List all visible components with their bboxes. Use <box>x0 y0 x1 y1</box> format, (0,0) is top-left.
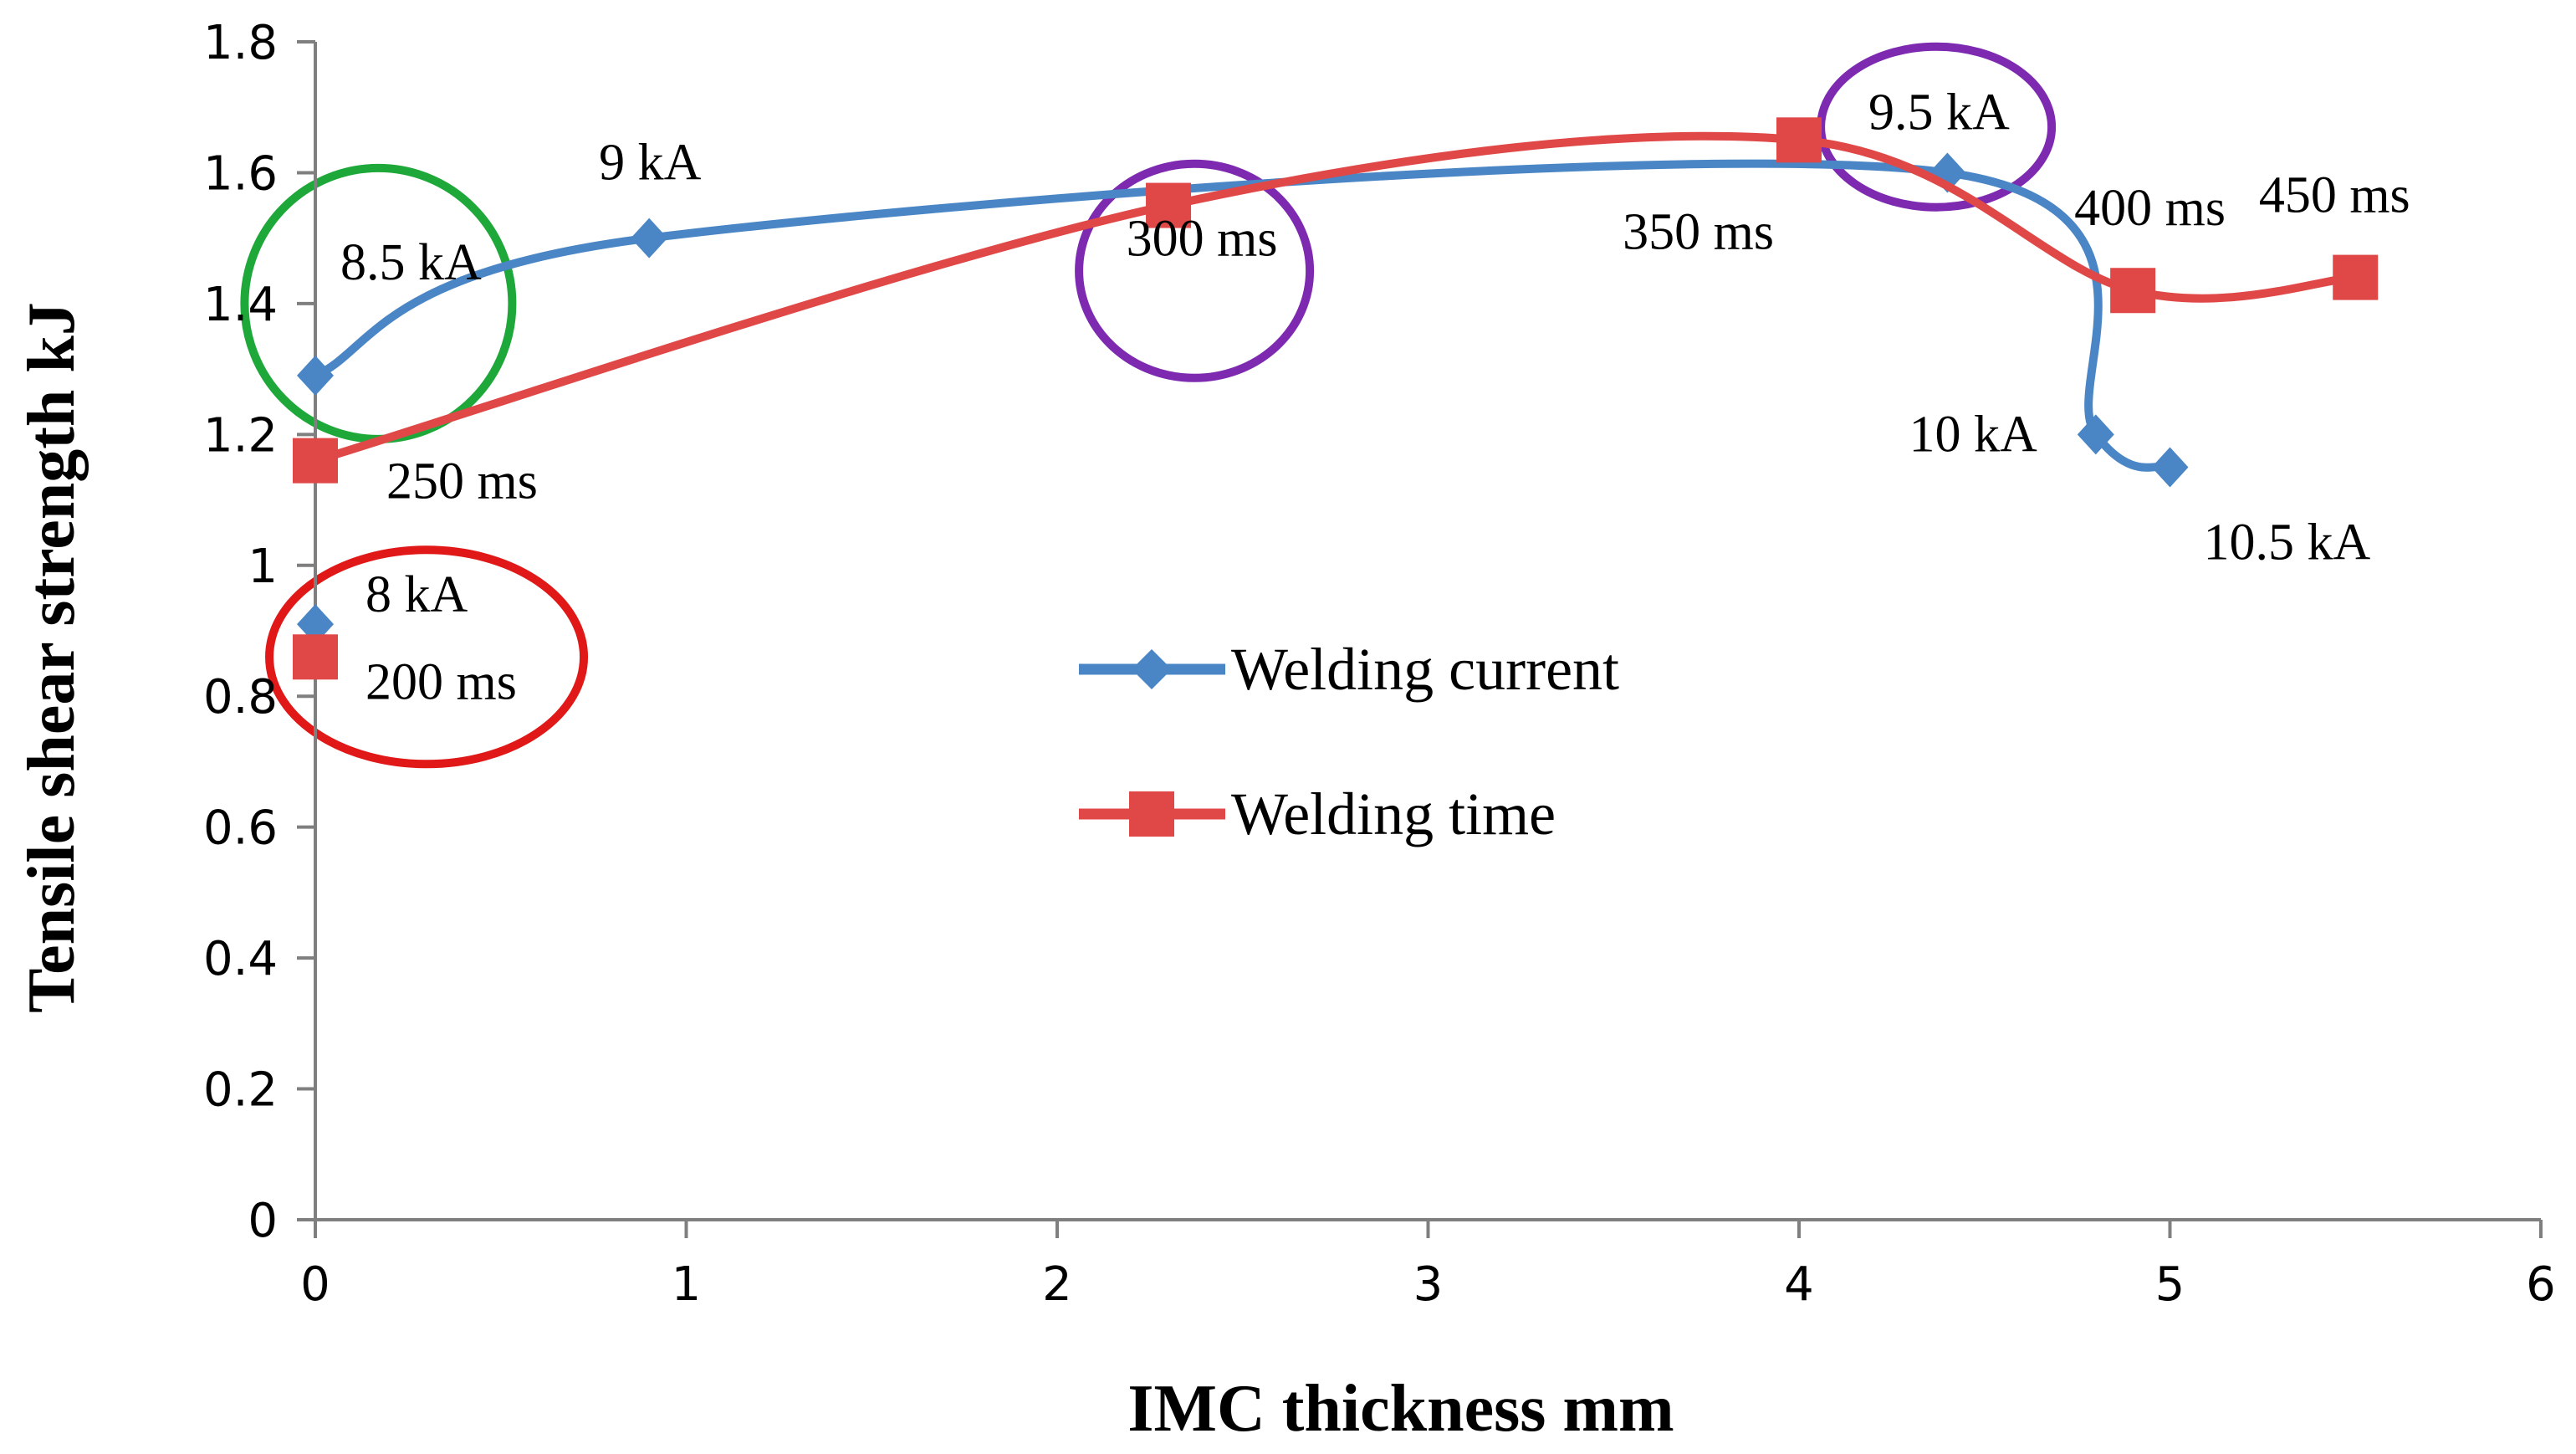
series-line-welding-current <box>311 159 2175 472</box>
y-tick-label: 0 <box>248 1194 278 1248</box>
x-axis-title: IMC thickness mm <box>1127 1372 1674 1446</box>
y-tick-label: 1.2 <box>203 408 278 463</box>
data-point-welding-time-350-ms <box>1776 117 1822 163</box>
data-point-welding-current-10-ka <box>2077 414 2114 455</box>
data-label-250-ms: 250 ms <box>386 453 538 510</box>
data-label-10-ka: 10 kA <box>1909 406 2038 463</box>
data-label-300-ms: 300 ms <box>1127 211 1278 268</box>
y-tick-label: 1.8 <box>203 16 278 70</box>
data-label-450-ms: 450 ms <box>2259 167 2410 224</box>
y-tick-label: 0.6 <box>203 801 278 856</box>
data-labels: 8 kA 8.5 kA 9 kA 9.5 kA 10 kA 10.5 kA 200 ms 25… <box>340 84 2410 710</box>
legend-marker-welding-time <box>1129 791 1174 837</box>
x-tick-label: 4 <box>1784 1257 1814 1312</box>
data-point-welding-current-8-5-ka <box>297 355 334 396</box>
y-tick-label: 1.4 <box>203 278 278 332</box>
data-point-welding-time-300-ms <box>1146 182 1192 228</box>
x-tick-label: 1 <box>672 1257 702 1312</box>
x-tick-label: 5 <box>2155 1257 2185 1312</box>
data-label-9-5-ka: 9.5 kA <box>1868 84 2010 141</box>
data-point-welding-time-200-ms <box>293 634 338 680</box>
data-label-400-ms: 400 ms <box>2074 180 2226 237</box>
y-tick-label: 0.2 <box>203 1063 278 1118</box>
legend-marker-welding-current <box>1132 649 1172 689</box>
x-tick-label: 6 <box>2526 1257 2556 1312</box>
data-point-welding-time-400-ms <box>2110 268 2156 314</box>
data-point-welding-time-450-ms <box>2333 254 2379 300</box>
data-label-10-5-ka: 10.5 kA <box>2204 514 2371 571</box>
x-tick-label: 0 <box>300 1257 330 1312</box>
y-tick-label: 0.4 <box>203 932 278 986</box>
legend-label-welding-current: Welding current <box>1231 636 1619 703</box>
data-label-9-ka: 9 kA <box>599 135 702 192</box>
x-tick-label: 2 <box>1042 1257 1072 1312</box>
data-label-8-5-ka: 8.5 kA <box>340 234 482 291</box>
annotation-circle <box>265 545 589 769</box>
annotation-circle <box>240 163 517 443</box>
y-tick-label: 1 <box>248 540 278 594</box>
y-tick-label: 0.8 <box>203 670 278 724</box>
annotation-circle <box>1075 159 1315 382</box>
series-group <box>293 117 2379 680</box>
legend-label-welding-time: Welding time <box>1231 781 1556 847</box>
data-point-welding-current-10-5-ka <box>2151 447 2189 488</box>
x-tick-label: 3 <box>1413 1257 1444 1312</box>
data-point-welding-current-9-ka <box>631 218 668 259</box>
legend: Welding current Welding time <box>1079 636 1619 847</box>
data-point-welding-current-8-ka <box>297 604 334 645</box>
data-point-welding-time-250-ms <box>293 438 338 484</box>
data-label-200-ms: 200 ms <box>365 653 517 710</box>
y-axis-title: Tensile shear strength kJ <box>15 302 89 1013</box>
y-tick-label: 1.6 <box>203 146 278 201</box>
axes: 0 0.2 0.4 0.6 0.8 1 1.2 1.4 1.6 1.8 0 1 2 3 4 5 6 <box>203 16 2556 1312</box>
data-label-350-ms: 350 ms <box>1623 203 1774 260</box>
data-label-8-ka: 8 kA <box>365 566 468 623</box>
